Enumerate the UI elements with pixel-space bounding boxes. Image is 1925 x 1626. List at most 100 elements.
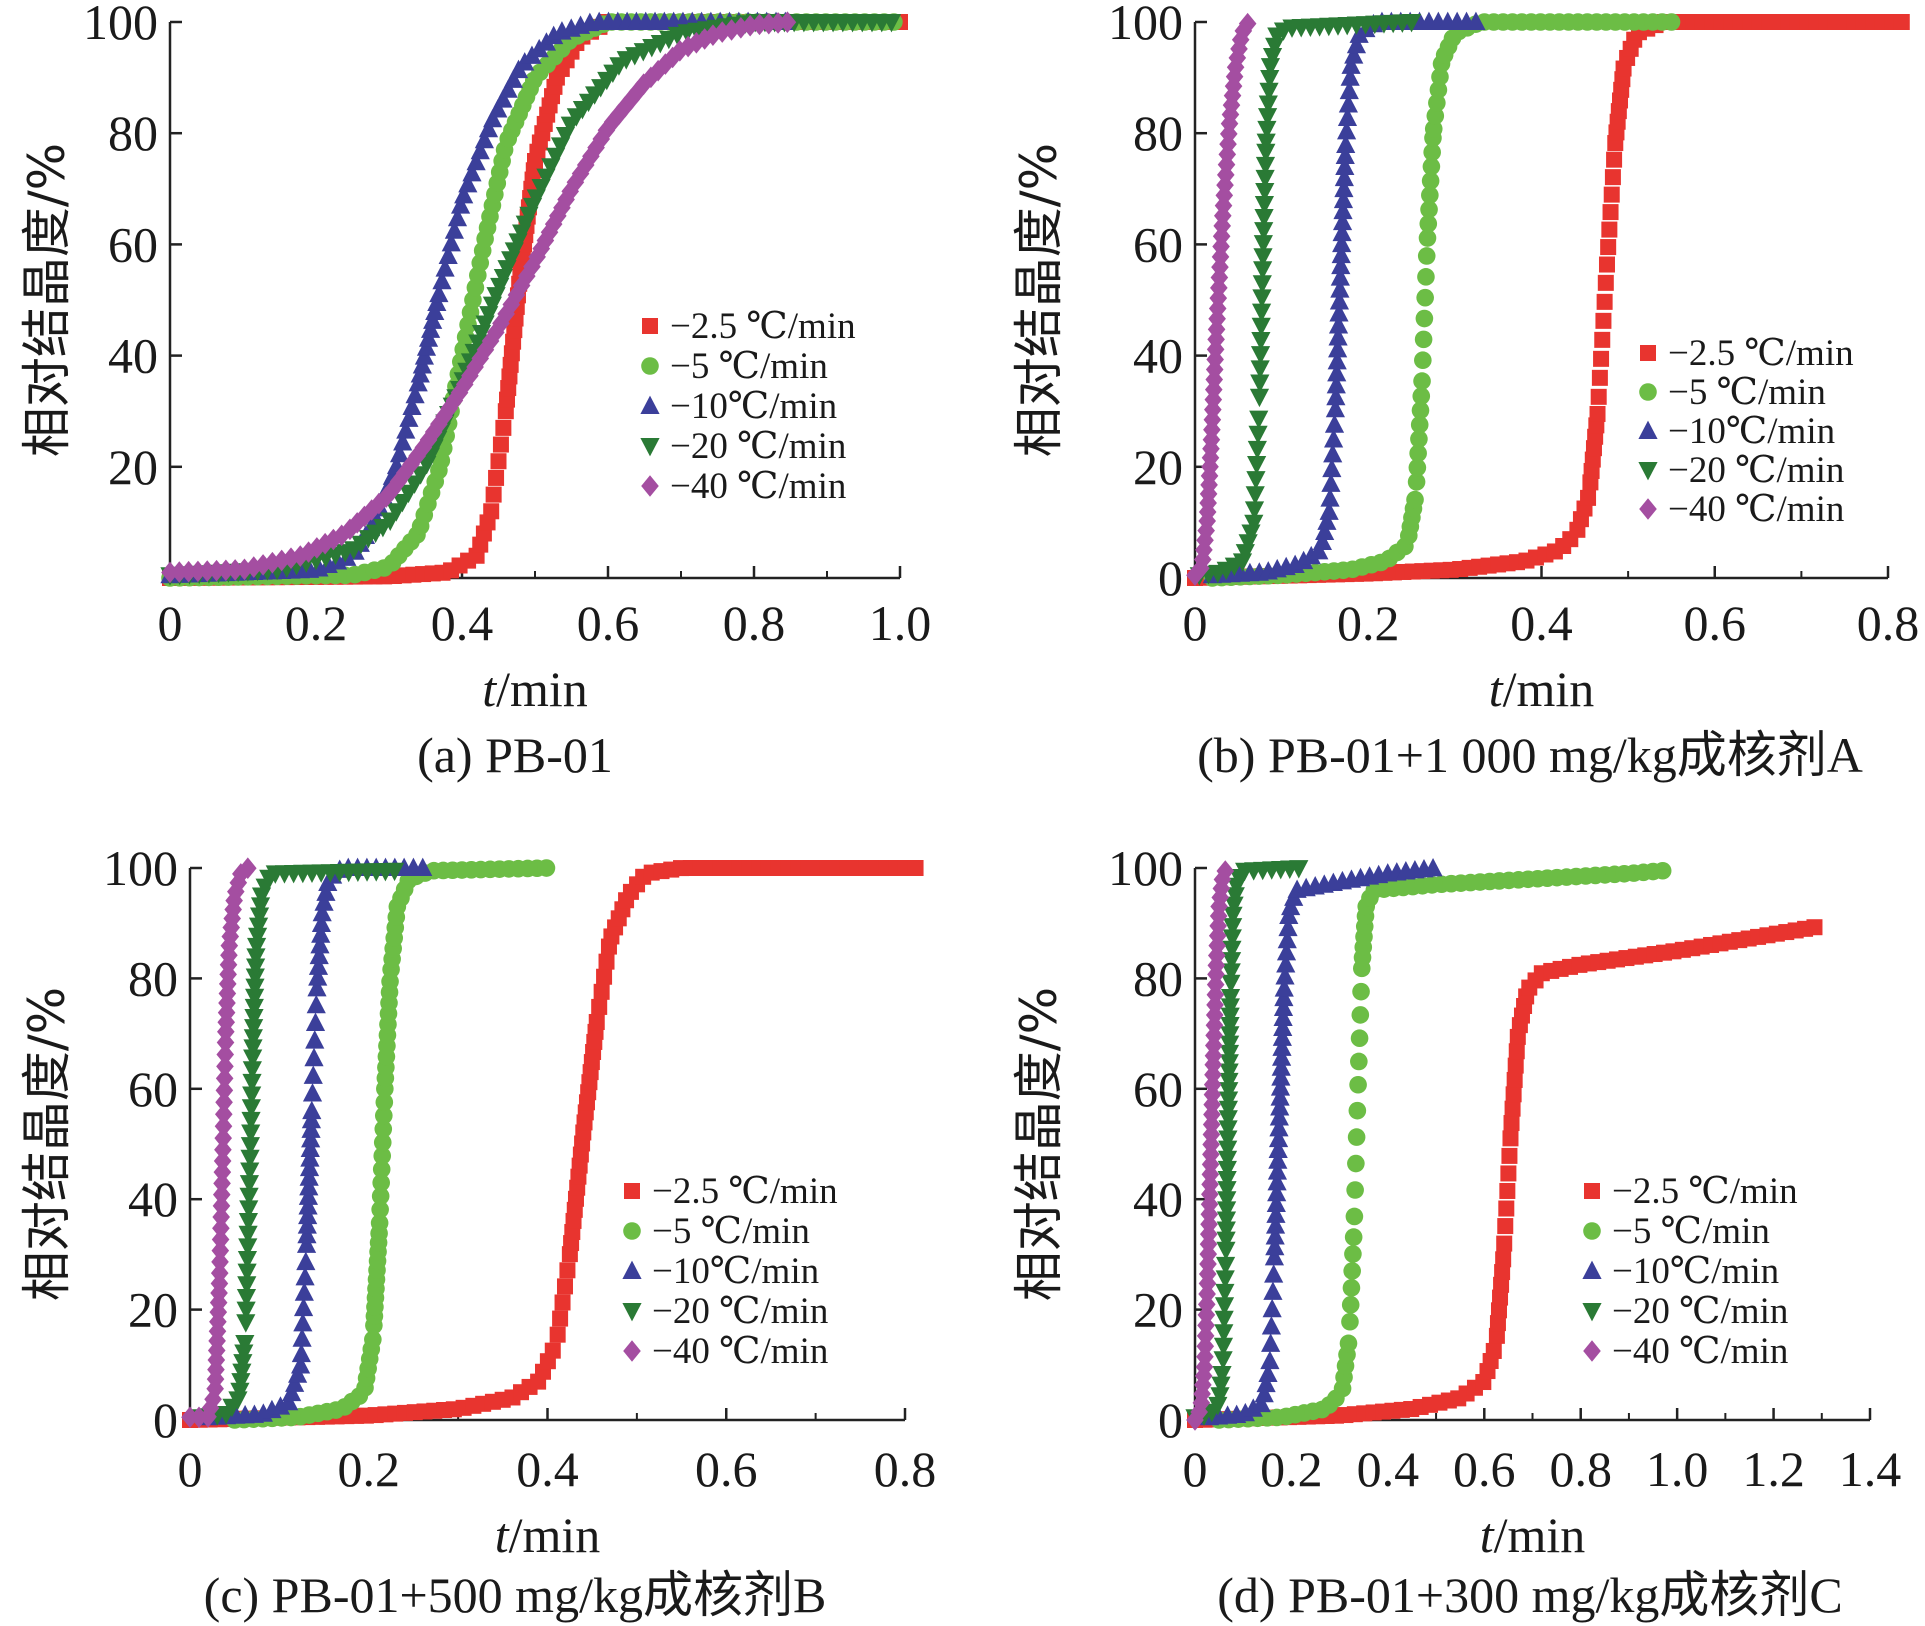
x-tick-label: 0 [178,1441,203,1497]
data-point [247,937,267,957]
data-point [1219,1054,1239,1073]
data-point [305,1030,325,1049]
data-point [1339,1334,1358,1353]
data-point [503,69,523,88]
data-point [598,953,615,970]
legend-label: −5 ℃/min [1668,372,1826,413]
data-point [537,859,556,877]
data-point [243,1029,263,1048]
data-point [1212,1365,1232,1385]
legend-label: −40 ℃/min [670,466,846,507]
data-point [1507,1057,1524,1074]
data-point [211,1251,229,1273]
data-point [1466,11,1486,30]
data-point [1429,81,1448,99]
data-point [237,1251,258,1270]
data-point [1219,123,1238,145]
data-point [213,1172,231,1195]
x-tick-label: 0.8 [723,595,786,651]
data-point [235,1334,255,1354]
data-point [1238,12,1257,35]
x-tick-label: 1.2 [1742,1441,1805,1497]
data-point [485,486,502,503]
data-point [292,1328,312,1347]
data-point [1417,247,1436,265]
data-point [239,1187,259,1207]
data-point [1499,1182,1516,1199]
data-point [1244,514,1264,534]
data-point [1220,1007,1240,1027]
data-point [1332,211,1353,231]
data-point [1248,425,1268,445]
data-point [1197,519,1215,542]
data-point [1289,860,1309,879]
data-point [1266,1204,1286,1223]
data-point [474,129,494,149]
data-point [234,1344,254,1363]
data-point [1494,1264,1511,1281]
data-point [308,537,326,559]
data-point [1410,430,1428,448]
data-point [239,1200,259,1219]
data-point [198,560,217,582]
data-point [455,373,474,396]
data-point [246,958,266,977]
data-point [1408,458,1427,477]
data-point [214,1138,232,1161]
panel-caption: (b) PB-01+1 000 mg/kg成核剂A [1197,727,1863,783]
data-point [161,561,179,584]
data-point [1321,473,1341,492]
data-point [301,1119,321,1138]
data-point [441,233,461,252]
data-point [1216,1241,1236,1261]
data-point [1214,1324,1234,1343]
data-point [245,988,265,1008]
data-point [1601,221,1618,238]
legend-marker--20 [1638,462,1658,481]
data-point [556,1278,573,1295]
data-point [713,21,732,43]
data-point [1218,1140,1238,1159]
data-point [1341,55,1361,74]
y-tick-label: 20 [1133,439,1183,495]
data-point [303,1065,323,1084]
data-point [492,436,509,453]
data-point [451,195,471,214]
data-point [616,96,634,118]
data-point [1505,1086,1522,1103]
data-point [1347,1154,1365,1173]
data-point [722,19,741,41]
y-tick-label: 20 [1133,1282,1183,1338]
data-point [296,1234,317,1253]
data-point [523,255,541,278]
data-point [212,1195,231,1217]
data-point [1294,550,1314,570]
data-point [1251,331,1271,351]
data-point [213,1161,232,1183]
data-point [1423,857,1443,877]
data-point [1312,531,1333,551]
legend-marker--2_5 [624,1183,640,1199]
x-tick-label: 0.6 [577,595,640,651]
data-point [1218,1091,1239,1110]
legend: −2.5 ℃/min−5 ℃/min−10℃/min−20 ℃/min−40 ℃… [622,1171,838,1372]
data-point [1251,317,1271,337]
data-point [1600,239,1617,256]
data-point [1604,169,1621,186]
data-point [1250,374,1270,393]
data-point [291,545,310,567]
data-point [1495,1251,1512,1268]
data-point [190,1406,208,1429]
data-point [239,857,257,880]
data-point [466,151,486,171]
legend-marker--10 [640,395,660,414]
data-point [230,1382,250,1402]
data-point [497,303,515,325]
data-point [462,162,482,182]
data-point [1270,1087,1290,1106]
data-point [1219,1044,1240,1064]
legend-marker--10 [1638,420,1658,439]
series--20 [1189,14,1422,586]
data-point [399,408,419,427]
data-point [405,384,425,404]
